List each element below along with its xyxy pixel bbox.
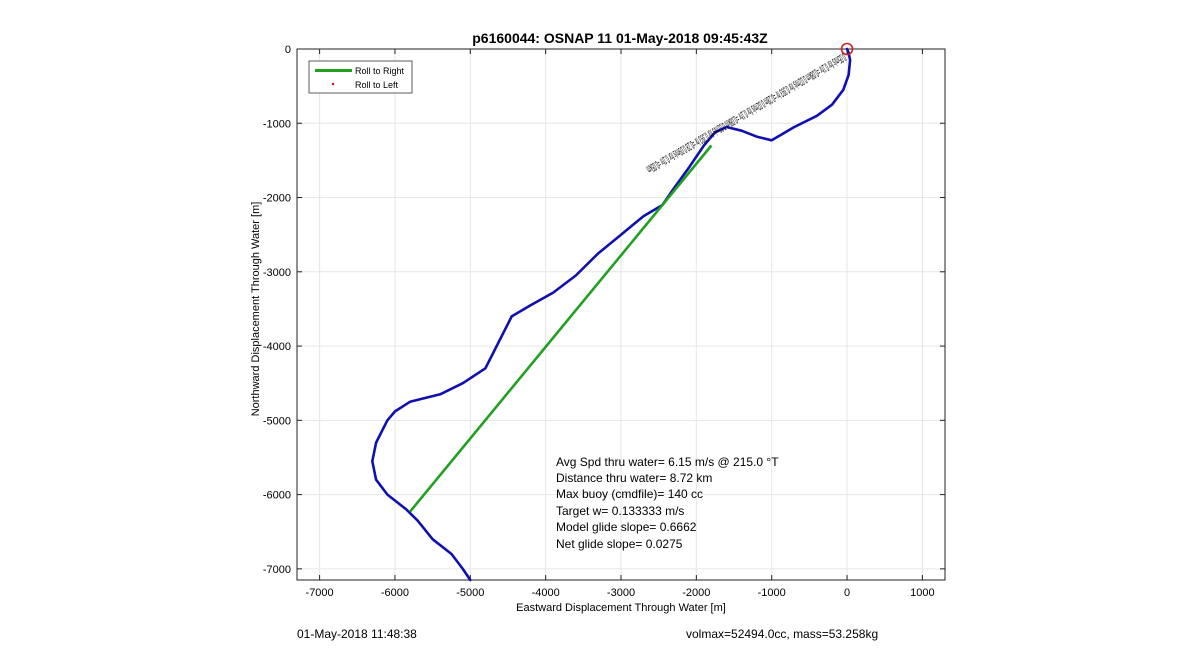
y-tick-label: -6000 bbox=[263, 490, 291, 502]
x-tick-label: -1000 bbox=[758, 587, 786, 599]
speed-annotation: 0.05m/s for 0.1hr =0.08km 0.02m/s for 0.… bbox=[644, 50, 848, 176]
legend-swatch-roll-left bbox=[331, 82, 335, 86]
y-tick-label: -3000 bbox=[263, 267, 291, 279]
start-marker bbox=[840, 42, 854, 56]
x-tick-label: -6000 bbox=[381, 587, 409, 599]
y-tick-label: -1000 bbox=[263, 118, 291, 130]
x-tick-label: -2000 bbox=[682, 587, 710, 599]
legend: Roll to Right Roll to Left bbox=[308, 60, 413, 94]
legend-box bbox=[308, 60, 413, 94]
footer-params: volmax=52494.0cc, mass=53.258kg bbox=[686, 627, 879, 641]
x-axis-label: Eastward Displacement Through Water [m] bbox=[516, 602, 726, 614]
stat-model-glide: Model glide slope= 0.6662 bbox=[556, 520, 697, 534]
roll-right-line bbox=[408, 144, 713, 513]
track-line bbox=[370, 47, 852, 582]
x-tick-label: -5000 bbox=[456, 587, 484, 599]
grid bbox=[297, 48, 945, 580]
y-tick-label: -7000 bbox=[263, 564, 291, 576]
x-tick-label: -7000 bbox=[306, 587, 334, 599]
stat-net-glide: Net glide slope= 0.0275 bbox=[556, 537, 683, 551]
ticks: -7000 -6000 -5000 -4000 -3000 -2000 -1000 0 1000… bbox=[263, 44, 945, 599]
series bbox=[370, 42, 854, 582]
stats-block: Avg Spd thru water= 6.15 m/s @ 215.0 °T … bbox=[556, 455, 779, 551]
y-tick-label: -5000 bbox=[263, 415, 291, 427]
stat-avg-speed: Avg Spd thru water= 6.15 m/s @ 215.0 °T bbox=[556, 455, 779, 469]
y-tick-label: -2000 bbox=[263, 193, 291, 205]
legend-label-roll-left: Roll to Left bbox=[355, 80, 399, 90]
stat-max-buoy: Max buoy (cmdfile)= 140 cc bbox=[556, 487, 703, 501]
y-axis-label: Northward Displacement Through Water [m] bbox=[250, 202, 262, 417]
x-tick-label: 1000 bbox=[910, 587, 934, 599]
footer-timestamp: 01-May-2018 11:48:38 bbox=[297, 627, 417, 641]
stat-distance: Distance thru water= 8.72 km bbox=[556, 471, 712, 485]
stat-target-w: Target w= 0.133333 m/s bbox=[556, 504, 684, 518]
legend-label-roll-right: Roll to Right bbox=[355, 66, 405, 76]
y-tick-label: 0 bbox=[285, 44, 291, 56]
x-tick-label: -4000 bbox=[532, 587, 560, 599]
x-tick-label: 0 bbox=[844, 587, 850, 599]
x-tick-label: -3000 bbox=[607, 587, 635, 599]
chart-title: p6160044: OSNAP 11 01-May-2018 09:45:43Z bbox=[472, 30, 768, 46]
y-tick-label: -4000 bbox=[263, 341, 291, 353]
